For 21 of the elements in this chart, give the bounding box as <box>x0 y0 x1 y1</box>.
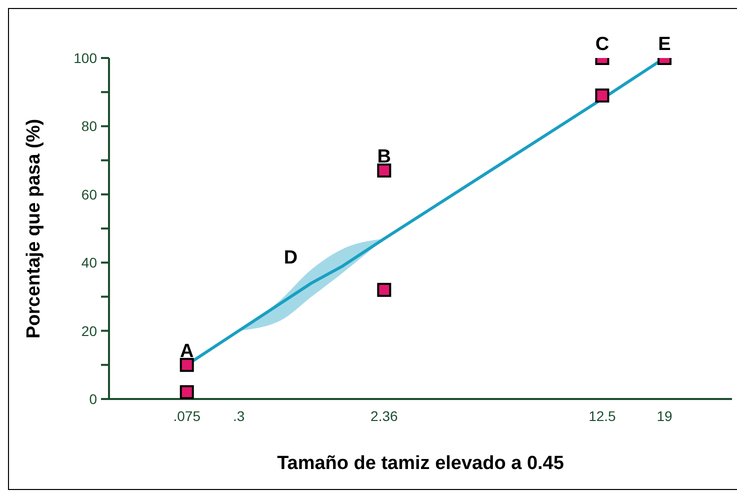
annotation: A <box>180 340 194 362</box>
y-tick-label: 60 <box>81 186 98 202</box>
y-tick-label: 80 <box>81 118 98 134</box>
y-tick-label: 20 <box>81 322 98 339</box>
x-tick-label: 19 <box>656 408 673 424</box>
y-axis-title: Porcentaje que pasa (%) <box>24 118 45 338</box>
point <box>180 385 194 399</box>
annotation: B <box>377 146 392 168</box>
x-axis-title: Tamaño de tamiz elevado a 0.45 <box>277 453 564 474</box>
annotation: D <box>284 247 298 268</box>
y-tick-label: 100 <box>74 50 98 66</box>
y-tick-label: 40 <box>81 254 98 271</box>
x-tick-label: .3 <box>232 408 245 424</box>
x-tick-label: .075 <box>173 408 201 424</box>
point <box>377 282 392 297</box>
annotation: E <box>658 34 671 55</box>
y-tick-label: 0 <box>89 391 98 407</box>
annotation: C <box>595 34 610 55</box>
point <box>180 358 194 372</box>
x-tick-label: 2.36 <box>370 408 398 424</box>
x-tick-label: 12.5 <box>588 408 616 424</box>
